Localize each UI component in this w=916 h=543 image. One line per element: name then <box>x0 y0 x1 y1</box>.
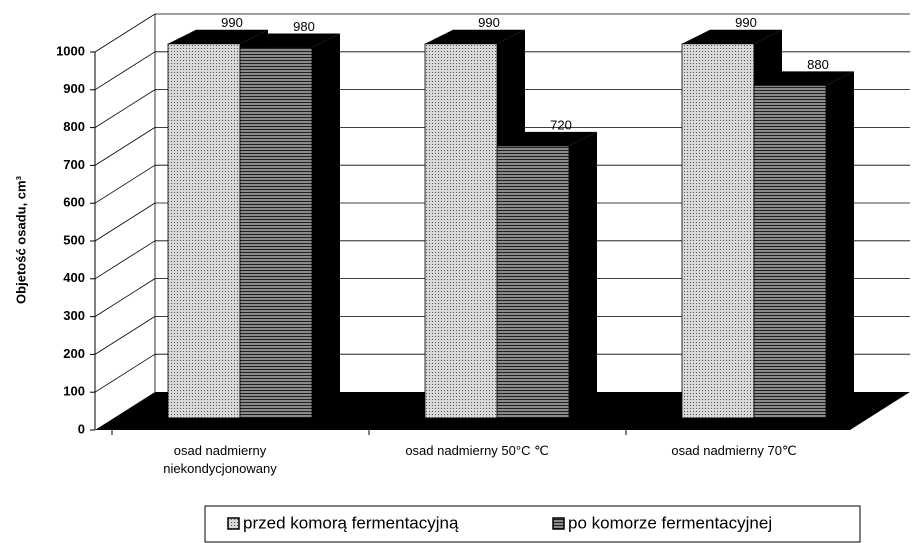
grid-line <box>94 51 156 91</box>
grid-line <box>94 316 156 355</box>
legend-box <box>204 505 861 543</box>
value-label: 980 <box>293 19 315 34</box>
x-tick-label: osad nadmierny 70℃ <box>671 443 797 458</box>
value-label: 720 <box>550 117 572 132</box>
grid-line <box>94 202 156 242</box>
y-tick-label: 700 <box>63 157 85 172</box>
bar-top <box>240 33 340 48</box>
bar <box>167 43 241 419</box>
bar-top <box>425 29 525 44</box>
grid-line <box>94 240 156 280</box>
y-tick-label: 500 <box>63 232 85 247</box>
y-axis-label: Objetość osadu, cm³ <box>13 175 28 304</box>
legend-label: przed komorą fermentacyjną <box>243 513 459 532</box>
y-tick-label: 600 <box>63 195 85 210</box>
bar <box>681 43 755 419</box>
legend-swatch <box>227 517 240 530</box>
value-label: 990 <box>221 15 243 30</box>
bar <box>496 145 570 419</box>
value-label: 990 <box>735 15 757 30</box>
bar-side <box>569 131 597 418</box>
y-tick-label: 100 <box>63 384 85 399</box>
y-tick-label: 800 <box>63 119 85 134</box>
bar-side <box>826 71 854 419</box>
y-tick-label: 400 <box>63 270 85 285</box>
legend-swatch <box>552 517 565 530</box>
y-tick-label: 900 <box>63 81 85 96</box>
y-tick-label: 300 <box>63 308 85 323</box>
bar-top <box>682 29 782 44</box>
x-tick-label: osad nadmierny niekondycjonowany <box>163 443 277 476</box>
y-tick-label: 200 <box>63 346 85 361</box>
bar-top <box>168 29 268 44</box>
value-label: 990 <box>478 15 500 30</box>
grid-line <box>94 89 156 128</box>
value-label: 880 <box>807 57 829 72</box>
grid-line <box>94 164 156 204</box>
bar <box>753 84 827 419</box>
grid-line <box>94 278 156 317</box>
y-tick-label: 1000 <box>56 43 85 58</box>
grid-line <box>94 127 156 166</box>
bar-top <box>497 131 597 146</box>
bar <box>424 43 498 419</box>
legend-label: po komorze fermentacyjnej <box>568 513 772 532</box>
grid-line <box>94 13 156 53</box>
grid-line <box>94 353 156 393</box>
bar-top <box>754 71 854 86</box>
bar-side <box>312 33 340 419</box>
x-tick-label: osad nadmierny 50°C ℃ <box>405 443 549 458</box>
y-tick-label: 0 <box>78 421 85 436</box>
bar <box>239 47 313 419</box>
